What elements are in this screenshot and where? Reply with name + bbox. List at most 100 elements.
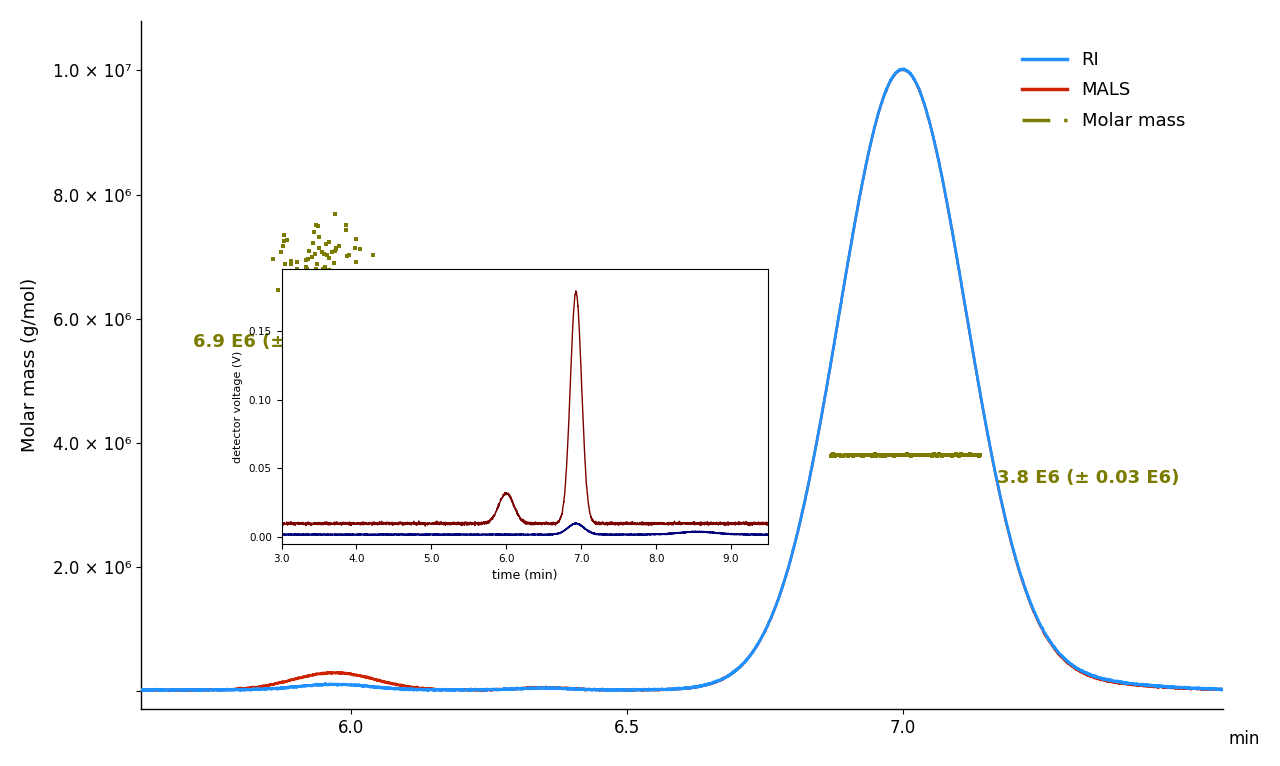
Point [863,450,883,462]
Point [922,450,942,462]
Molar mass [339,248,360,260]
Point [858,448,878,460]
Point [918,449,938,461]
Point [923,448,943,460]
Point [876,449,896,461]
Point [874,450,895,462]
Molar mass [306,219,326,231]
Point [924,449,945,461]
Point [970,449,991,461]
Molar mass [325,243,346,255]
Point [901,450,922,462]
Point [936,449,956,461]
Point [945,449,965,461]
Point [869,449,890,461]
Molar mass [298,253,319,265]
Molar mass [352,270,372,283]
Point [888,449,909,461]
Point [960,448,980,460]
Molar mass [280,269,301,281]
Molar mass [312,264,333,276]
RI [631,685,646,694]
Point [837,449,858,461]
MALS [929,151,945,160]
Point [943,449,964,461]
Point [963,450,983,462]
RI [111,686,127,696]
Point [965,449,986,461]
Text: min: min [1229,730,1260,748]
Point [891,450,911,462]
Molar mass [326,242,347,254]
Point [906,449,927,461]
Molar mass [307,271,328,283]
Molar mass [300,245,320,257]
RI [576,685,591,694]
MALS [576,685,591,694]
Point [861,450,882,462]
Molar mass [310,280,330,293]
Molar mass [316,248,337,260]
Molar mass [324,286,344,298]
Point [948,450,969,462]
Molar mass [302,237,323,250]
Point [849,449,869,461]
Point [969,450,989,463]
Point [827,448,847,460]
Text: 3.8 E6 (± 0.03 E6): 3.8 E6 (± 0.03 E6) [997,469,1179,487]
Molar mass [287,256,307,268]
Point [900,449,920,461]
Point [833,450,854,462]
Point [932,450,952,462]
Molar mass [321,277,342,289]
Molar mass [321,246,342,258]
Molar mass [362,249,383,261]
Point [892,449,913,461]
Point [950,449,970,461]
Point [879,449,900,461]
RI [1254,686,1270,695]
Molar mass [319,252,339,264]
Molar mass [308,242,329,254]
Point [928,448,948,460]
Molar mass [303,267,324,279]
Point [855,449,876,461]
Point [881,449,901,461]
Point [931,449,951,461]
Point [852,450,873,462]
Molar mass [293,268,314,280]
RI [929,151,945,160]
Molar mass [301,250,321,263]
Point [846,449,867,461]
Molar mass [319,264,339,277]
Point [831,450,851,462]
Point [915,448,936,460]
Molar mass [306,263,326,275]
Molar mass [307,258,328,270]
Point [909,449,929,461]
Molar mass [307,296,328,308]
Point [934,449,955,461]
Molar mass [268,283,288,296]
Molar mass [351,243,371,255]
Point [845,449,865,461]
Point [886,449,906,461]
Point [835,449,855,461]
Molar mass [308,231,329,243]
Molar mass [325,208,346,220]
Molar mass [320,290,340,303]
MALS [67,685,82,694]
RI [1158,683,1174,692]
Point [860,448,881,460]
Point [955,449,975,461]
Molar mass [296,254,316,266]
Molar mass [289,274,310,286]
Point [910,449,931,461]
Point [844,450,864,462]
Molar mass [349,276,370,288]
Point [877,449,897,461]
MALS [631,685,646,694]
Point [820,450,841,462]
Point [824,450,845,462]
Point [832,450,852,462]
